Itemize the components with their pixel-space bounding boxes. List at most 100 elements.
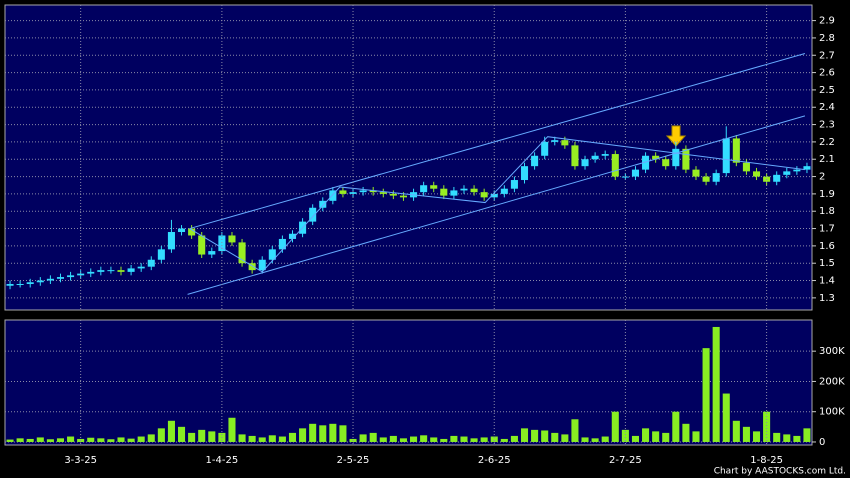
y-tick-label: 1.7 (819, 224, 835, 235)
y-tick-label: 2.9 (819, 16, 835, 27)
volume-bar (712, 326, 720, 442)
candle-body (551, 140, 559, 142)
y-tick-label: 1.6 (819, 241, 835, 252)
candle-body (450, 190, 458, 196)
volume-bar (299, 428, 307, 442)
y-tick-label: 2.2 (819, 137, 835, 148)
price-panel (4, 4, 813, 311)
candle-body (662, 159, 670, 167)
candle-body (621, 176, 629, 178)
x-tick-label: 2-6-25 (478, 455, 511, 466)
candle-body (420, 185, 428, 193)
candle-body (510, 180, 518, 189)
candle-body (460, 188, 468, 191)
volume-bar (702, 348, 710, 442)
candle-body (470, 188, 478, 193)
volume-bar (319, 425, 327, 442)
volume-bar (56, 438, 65, 442)
y-tick-label: 200K (819, 376, 845, 387)
y-tick-label: 1.4 (819, 276, 835, 287)
y-tick-label: 0 (819, 437, 825, 448)
candle-body (218, 235, 226, 252)
signal-arrow (665, 125, 687, 147)
x-tick-label: 1-8-25 (750, 455, 783, 466)
candle-body (278, 238, 286, 250)
volume-bar (742, 426, 750, 442)
candle-body (793, 169, 801, 172)
candle-body (67, 275, 75, 278)
volume-bar (672, 411, 680, 442)
y-tick-label: 1.9 (819, 189, 835, 200)
y-tick-label: 2.7 (819, 50, 835, 61)
volume-bar (591, 438, 599, 442)
volume-bar (531, 429, 539, 442)
y-tick-label: 2.6 (819, 68, 835, 79)
volume-bar (248, 435, 256, 442)
volume-bar (238, 434, 246, 442)
volume-bar (258, 437, 266, 442)
candle-body (157, 249, 165, 260)
volume-bar (410, 436, 418, 442)
y-tick-label: 2.5 (819, 85, 835, 96)
candle-body (26, 282, 34, 285)
candle-body (6, 284, 14, 286)
candle-body (46, 278, 54, 281)
candle-body (248, 263, 256, 271)
volume-bar (339, 425, 347, 442)
candle-body (188, 228, 196, 236)
candle-body (117, 270, 125, 272)
candle-body (319, 200, 327, 208)
candle-body (480, 192, 488, 198)
volume-bar (117, 437, 125, 442)
y-tick-label: 1.5 (819, 258, 835, 269)
candle-body (137, 266, 145, 269)
volume-bar (127, 438, 135, 442)
candle-body (178, 228, 186, 233)
y-tick-label: 2 (819, 172, 825, 183)
volume-bar (561, 434, 569, 442)
candle-body (541, 141, 549, 156)
volume-bar (359, 434, 367, 442)
volume-bar (551, 432, 559, 442)
trendline (187, 115, 806, 295)
candle-body (198, 235, 206, 255)
volume-bar (470, 438, 478, 442)
x-tick-label: 3-3-25 (64, 455, 97, 466)
x-tick-label: 2-5-25 (337, 455, 370, 466)
candle-body (167, 232, 175, 250)
volume-bar (178, 426, 186, 442)
volume-bar (288, 432, 297, 442)
y-tick-label: 1.8 (819, 206, 835, 217)
volume-bar (46, 439, 54, 442)
volume-bar (147, 434, 155, 442)
volume-bar (500, 438, 508, 442)
candle-body (56, 277, 65, 279)
volume-bar (662, 432, 670, 442)
volume-bar (631, 435, 639, 442)
candle-body (773, 174, 781, 182)
candle-body (520, 166, 529, 181)
volume-bar (420, 435, 428, 442)
volume-bar (6, 439, 14, 442)
candle-body (379, 192, 387, 194)
volume-bar (763, 411, 771, 442)
volume-bar (581, 437, 589, 442)
candle-body (601, 154, 609, 156)
trendline (189, 53, 806, 230)
volume-bar (752, 431, 761, 442)
volume-bar (399, 438, 407, 442)
volume-bar (722, 393, 730, 442)
candle-body (349, 192, 357, 194)
candle-body (692, 169, 700, 177)
volume-bar (188, 432, 196, 442)
candle-body (712, 173, 720, 182)
volume-bar (793, 435, 801, 442)
volume-bar (26, 438, 34, 442)
candle-body (561, 140, 569, 146)
volume-bar (621, 429, 629, 442)
volume-bar (732, 420, 740, 442)
credit: Chart by AASTOCKS.com Ltd. (714, 467, 846, 477)
volume-bar (137, 436, 145, 442)
volume-bar (198, 429, 206, 442)
volume-bar (450, 435, 458, 442)
